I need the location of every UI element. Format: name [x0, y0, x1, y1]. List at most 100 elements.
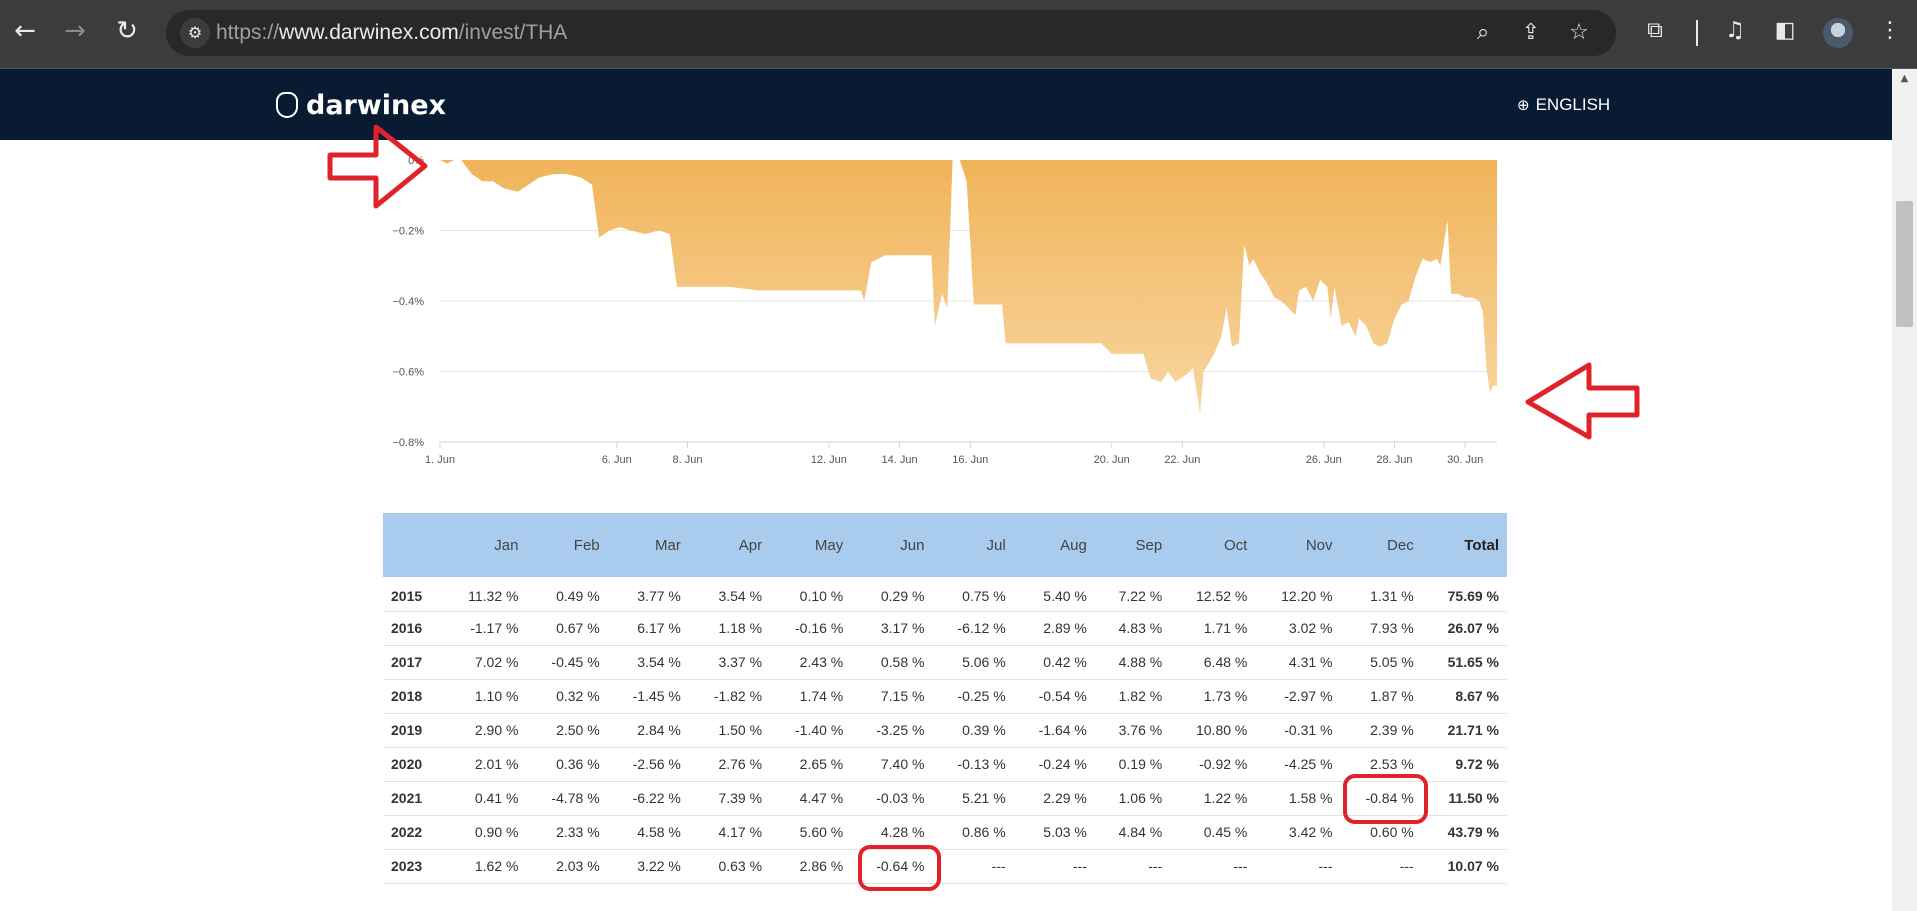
row-year: 2017: [391, 654, 423, 670]
month-return-cell: 1.58 %: [1288, 790, 1333, 806]
row-year: 2019: [391, 722, 423, 738]
scroll-up-arrow-icon[interactable]: ▲: [1900, 73, 1909, 84]
month-return-cell: 3.37 %: [718, 654, 763, 670]
x-tick-label: 8. Jun: [672, 454, 702, 466]
side-panel-icon[interactable]: ◧: [1774, 18, 1796, 43]
month-return-cell: 1.06 %: [1118, 790, 1163, 806]
month-return-cell: -0.64 %: [876, 858, 925, 874]
month-return-cell: ---: [1148, 858, 1163, 874]
x-tick-label: 20. Jun: [1094, 454, 1130, 466]
month-return-cell: -0.16 %: [795, 620, 844, 636]
drawdown-area-series: [440, 160, 1497, 414]
month-return-cell: 2.53 %: [1370, 756, 1414, 772]
month-return-cell: ---: [1072, 858, 1087, 874]
month-return-cell: 5.06 %: [962, 654, 1006, 670]
month-return-cell: 2.50 %: [556, 722, 600, 738]
month-return-cell: -2.56 %: [632, 756, 681, 772]
header-month: Sep: [1135, 536, 1163, 554]
month-return-cell: 0.32 %: [556, 688, 600, 704]
month-return-cell: 3.42 %: [1288, 824, 1333, 840]
month-return-cell: 0.45 %: [1203, 824, 1248, 840]
header-month: Apr: [738, 536, 763, 554]
x-tick-label: 28. Jun: [1376, 454, 1412, 466]
month-return-cell: 7.93 %: [1370, 620, 1414, 636]
month-return-cell: 3.54 %: [637, 654, 681, 670]
month-return-cell: 2.33 %: [556, 824, 600, 840]
month-return-cell: 3.22 %: [637, 858, 681, 874]
month-return-cell: 2.76 %: [718, 756, 763, 772]
month-return-cell: -0.13 %: [957, 756, 1006, 772]
row-year: 2018: [391, 688, 423, 704]
month-return-cell: 1.31 %: [1370, 587, 1414, 604]
month-return-cell: 6.17 %: [637, 620, 681, 636]
row-total: 9.72 %: [1455, 756, 1499, 772]
globe-icon: ⊕: [1517, 96, 1530, 114]
month-return-cell: 0.42 %: [1043, 654, 1087, 670]
row-total: 51.65 %: [1447, 654, 1499, 670]
month-return-cell: 7.15 %: [880, 688, 925, 704]
url-text[interactable]: https://www.darwinex.com/invest/THA: [216, 21, 568, 44]
zoom-icon[interactable]: ⌕: [1476, 20, 1490, 45]
header-year: [383, 513, 443, 577]
month-return-cell: ---: [1399, 858, 1414, 874]
row-total: 26.07 %: [1447, 620, 1499, 636]
address-bar[interactable]: ⚙ https://www.darwinex.com/invest/THA ⌕ …: [166, 10, 1616, 56]
month-return-cell: 0.86 %: [962, 824, 1006, 840]
month-return-cell: -1.17 %: [470, 620, 519, 636]
month-return-cell: 3.17 %: [880, 620, 925, 636]
month-return-cell: -0.54 %: [1038, 688, 1087, 704]
language-selector[interactable]: ⊕ ENGLISH: [1517, 95, 1611, 114]
site-info-icon[interactable]: ⚙: [180, 18, 210, 48]
month-return-cell: 7.02 %: [474, 654, 519, 670]
month-return-cell: 2.01 %: [474, 756, 519, 772]
row-year: 2020: [391, 756, 423, 772]
month-return-cell: 1.18 %: [718, 620, 763, 636]
puzzle-icon[interactable]: ⧉: [1647, 18, 1663, 43]
profile-avatar[interactable]: [1823, 18, 1853, 48]
forward-arrow-icon[interactable]: →: [64, 16, 86, 46]
month-return-cell: -4.78 %: [551, 790, 600, 806]
x-tick-label: 6. Jun: [602, 454, 632, 466]
x-axis: 1. Jun 6. Jun 8. Jun 12. Jun 14. Jun 16. Jun 2…: [425, 441, 1497, 466]
month-return-cell: 2.29 %: [1043, 790, 1087, 806]
month-return-cell: -3.25 %: [876, 722, 925, 738]
month-return-cell: 4.88 %: [1118, 654, 1163, 670]
page-scrollbar[interactable]: ▲: [1892, 69, 1917, 911]
row-total: 11.50 %: [1448, 790, 1499, 806]
reload-icon[interactable]: ↻: [116, 16, 138, 46]
scroll-thumb[interactable]: [1896, 201, 1913, 327]
month-return-cell: 1.10 %: [474, 688, 519, 704]
month-return-cell: ---: [1318, 858, 1333, 874]
star-icon[interactable]: ☆: [1569, 20, 1589, 45]
month-return-cell: 12.52 %: [1195, 587, 1248, 604]
month-return-cell: -0.24 %: [1038, 756, 1087, 772]
header-total: Total: [1464, 536, 1499, 554]
kebab-menu-icon[interactable]: ⋮: [1879, 18, 1901, 43]
share-icon[interactable]: ⇪: [1521, 20, 1541, 45]
owl-logo-icon: [276, 92, 298, 118]
month-return-cell: 3.54 %: [718, 587, 763, 604]
table-row: 2022 0.90 % 2.33 % 4.58 % 4.17 % 5.60 % 4.28 %…: [383, 815, 1507, 849]
monthly-returns-table: Jan Feb Mar Apr May Jun Jul Aug Sep Oct Nov Dec Tota…: [383, 513, 1507, 884]
month-return-cell: 5.40 %: [1043, 587, 1087, 604]
month-return-cell: 2.03 %: [556, 858, 600, 874]
drawdown-chart: 0% −0.2% −0.4% −0.6% −0.8% 1. Jun 6. Jun 8. Ju…: [393, 155, 1497, 466]
media-control-icon[interactable]: ♫: [1725, 18, 1745, 43]
month-return-cell: 5.60 %: [799, 824, 844, 840]
month-return-cell: 12.20 %: [1281, 587, 1333, 604]
x-tick-label: 12. Jun: [811, 454, 847, 466]
row-year: 2022: [391, 824, 423, 840]
site-header: darwinex ⊕ ENGLISH: [0, 69, 1892, 140]
back-arrow-icon[interactable]: ←: [14, 16, 36, 46]
browser-toolbar: ← → ↻ ⚙ https://www.darwinex.com/invest/…: [0, 0, 1917, 69]
month-return-cell: 0.75 %: [962, 587, 1006, 604]
month-return-cell: 4.58 %: [637, 824, 681, 840]
darwinex-logo[interactable]: darwinex: [276, 90, 446, 121]
month-return-cell: 3.76 %: [1118, 722, 1163, 738]
month-return-cell: 1.71 %: [1203, 620, 1248, 636]
month-return-cell: 0.67 %: [556, 620, 600, 636]
header-month: Aug: [1060, 536, 1087, 554]
y-tick-label: −0.2%: [393, 226, 425, 238]
table-row: 2019 2.90 % 2.50 % 2.84 % 1.50 % -1.40 % -3.25…: [383, 713, 1507, 747]
month-return-cell: -1.64 %: [1038, 722, 1087, 738]
